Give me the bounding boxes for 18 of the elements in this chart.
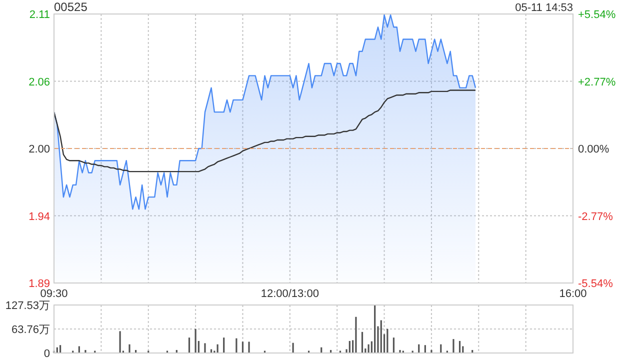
x-tick-label: 16:00 (559, 288, 587, 300)
y-tick-label: 0 (44, 348, 50, 360)
y-tick-label: 2.11 (29, 9, 50, 21)
y2-tick-label: -2.77% (578, 210, 614, 223)
y2-tick-label: +5.54% (578, 9, 616, 21)
y2-tick-label: -5.54% (578, 278, 614, 290)
annotation: 05-11 14:53 (515, 2, 573, 14)
y2-tick-label: 0.00% (578, 144, 610, 156)
y-tick-label: 2.06 (28, 76, 50, 88)
y-tick-label: 1.89 (28, 278, 50, 290)
y-tick-label: 2.00 (28, 144, 50, 156)
y-tick-label: 1.94 (28, 210, 50, 223)
x-tick-label: 09:30 (40, 288, 68, 300)
y-tick-label: 63.76万 (11, 324, 50, 336)
chart-title: 00525 (54, 0, 88, 14)
y-tick-label: 127.53万 (5, 300, 50, 312)
x-tick-label: 12:00/13:00 (260, 288, 319, 300)
y2-tick-label: +2.77% (578, 76, 616, 88)
